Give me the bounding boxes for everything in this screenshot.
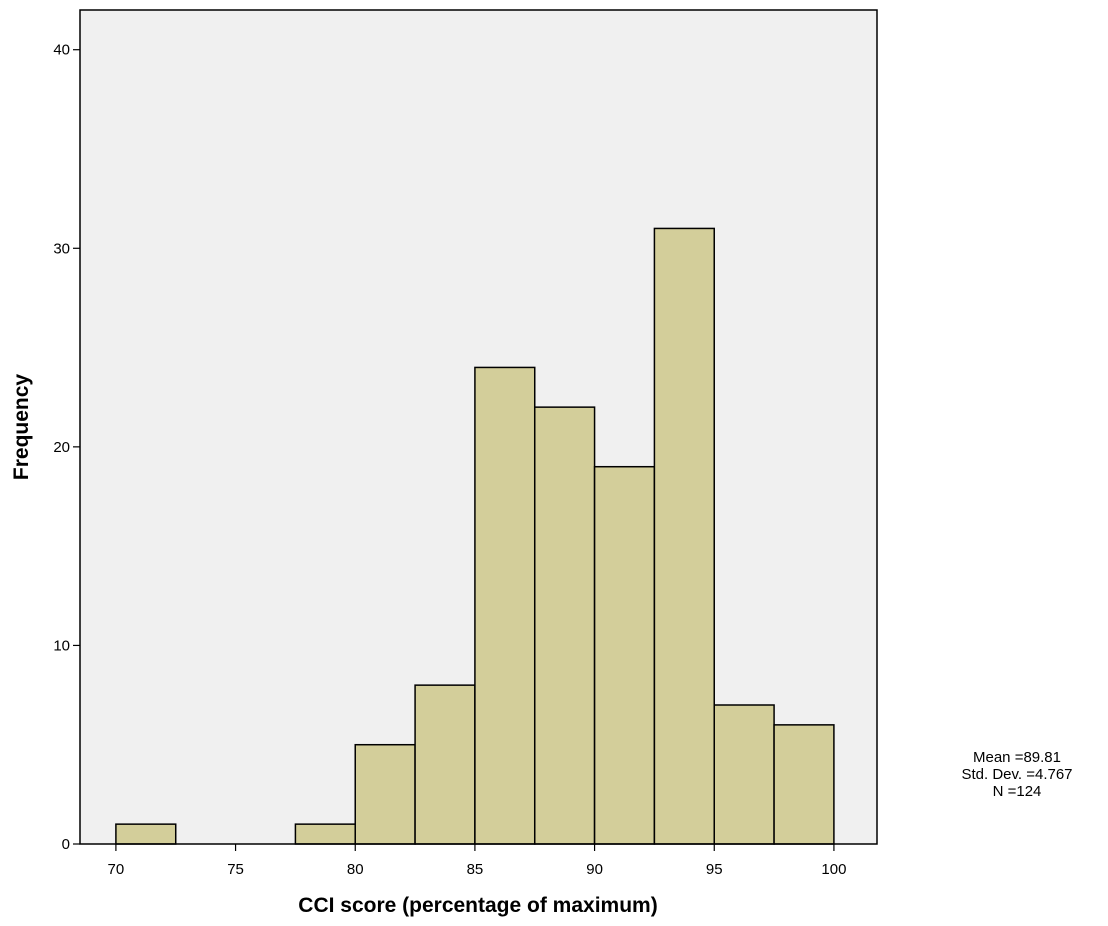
bars-group bbox=[115, 227, 835, 845]
y-axis-title: Frequency bbox=[10, 374, 33, 481]
x-tick-label: 80 bbox=[347, 861, 364, 878]
x-tick-label: 95 bbox=[706, 861, 723, 878]
histogram-bar bbox=[533, 406, 596, 845]
y-tick-label: 10 bbox=[53, 637, 70, 654]
histogram-bar bbox=[773, 724, 835, 845]
histogram-bar bbox=[294, 823, 356, 845]
histogram-bar bbox=[593, 465, 656, 845]
stats-std-dev: Std. Dev. =4.767 bbox=[961, 766, 1072, 783]
plot-frame bbox=[79, 9, 878, 845]
stats-n: N =124 bbox=[993, 783, 1042, 800]
x-tick-label: 85 bbox=[467, 861, 484, 878]
x-axis: 70 75 80 85 90 95 100 bbox=[108, 844, 846, 878]
x-tick-label: 100 bbox=[821, 861, 846, 878]
x-tick-label: 70 bbox=[108, 861, 125, 878]
histogram-bar bbox=[354, 743, 416, 845]
histogram-bar bbox=[474, 366, 536, 845]
y-tick-label: 0 bbox=[62, 836, 70, 853]
x-axis-title: CCI score (percentage of maximum) bbox=[298, 894, 657, 917]
histogram-bar bbox=[653, 227, 715, 845]
x-tick-label: 90 bbox=[586, 861, 603, 878]
x-tick-label: 75 bbox=[227, 861, 244, 878]
histogram-bar bbox=[713, 704, 775, 845]
histogram-bar bbox=[115, 823, 177, 845]
y-tick-label: 30 bbox=[53, 240, 70, 257]
histogram-bar bbox=[414, 684, 476, 845]
y-tick-label: 40 bbox=[53, 42, 70, 59]
y-axis: 0 10 20 30 40 bbox=[53, 42, 80, 853]
stats-mean: Mean =89.81 bbox=[973, 749, 1061, 766]
y-tick-label: 20 bbox=[53, 439, 70, 456]
summary-stats: Mean =89.81 Std. Dev. =4.767 N =124 bbox=[961, 749, 1072, 800]
